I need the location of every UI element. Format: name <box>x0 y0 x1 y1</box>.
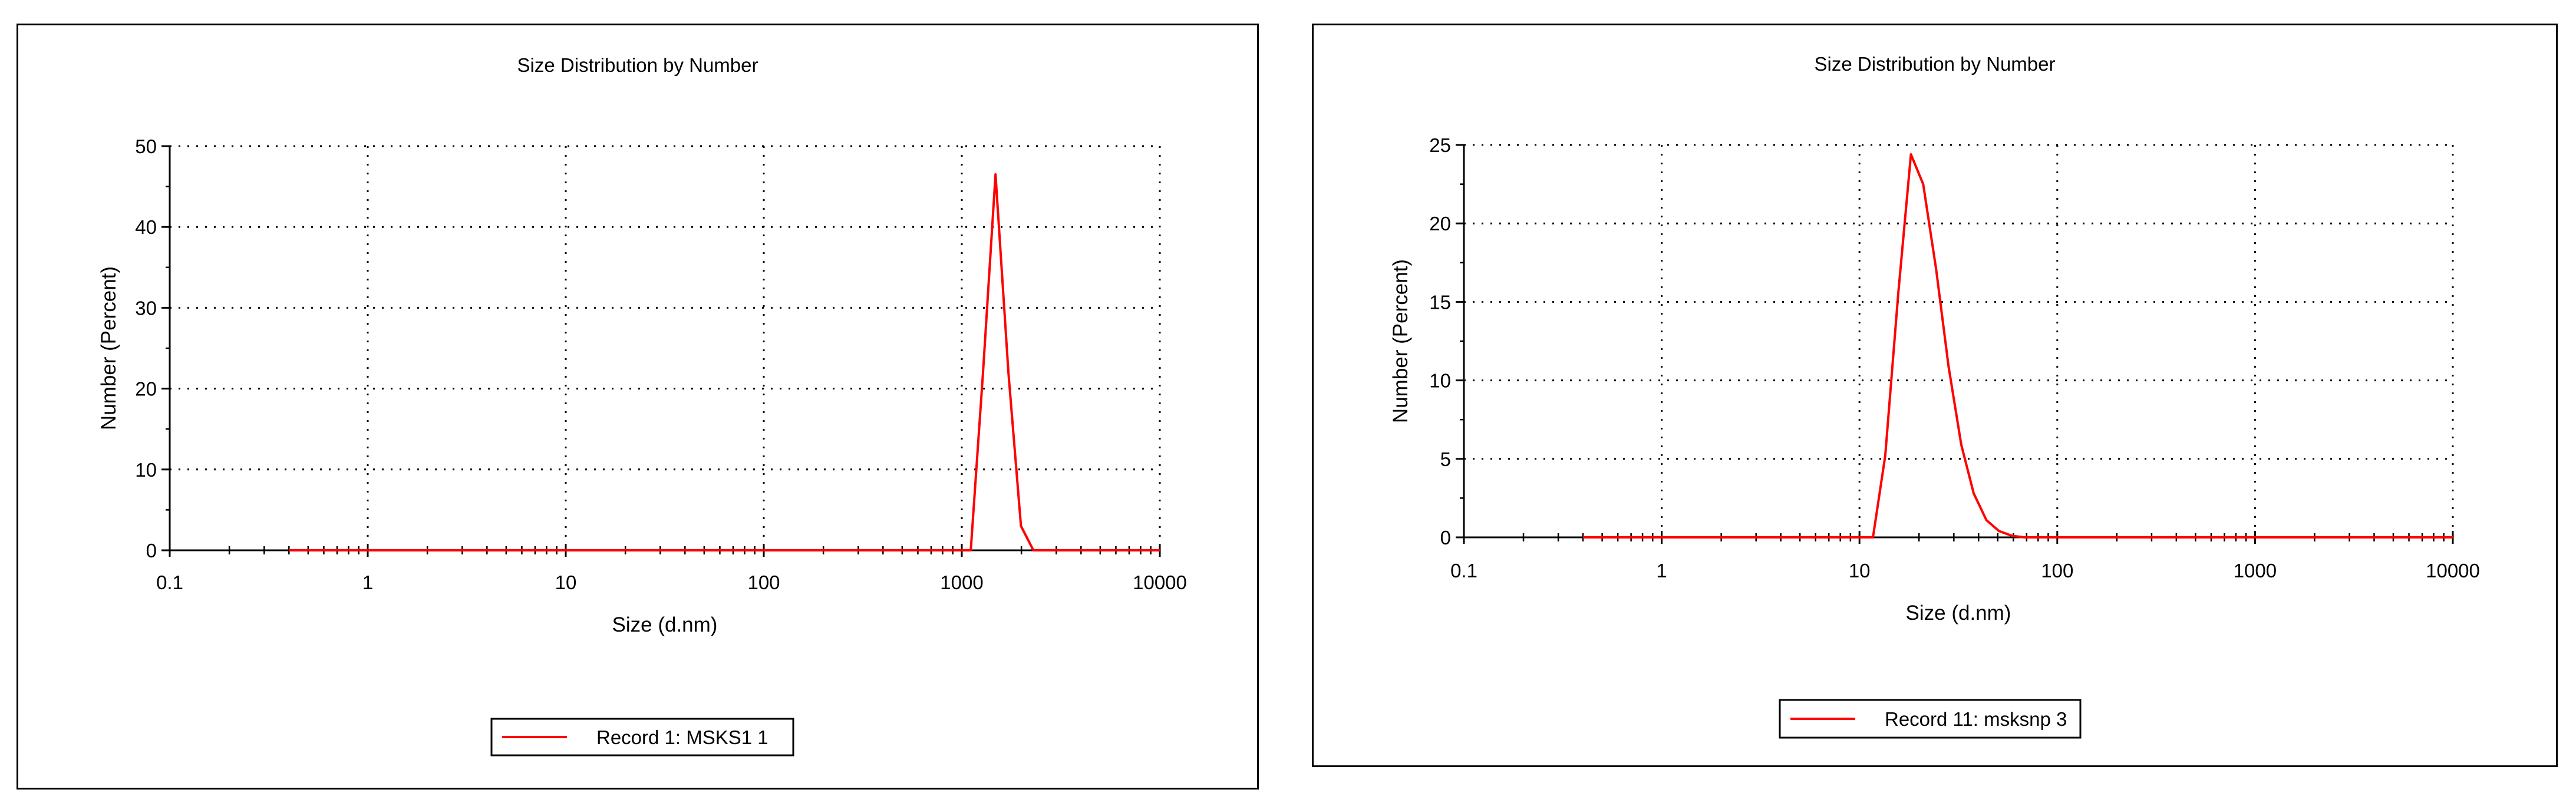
y-tick-label: 10 <box>135 459 157 481</box>
y-tick-label: 5 <box>1440 448 1451 470</box>
chart-frame <box>1312 24 2558 767</box>
series-line <box>1583 153 2453 539</box>
y-tick-label: 20 <box>135 378 157 400</box>
x-tick-label: 10 <box>1849 560 1871 582</box>
y-tick-label: 50 <box>135 136 157 157</box>
x-axis-label: Size (d.nm) <box>612 613 718 636</box>
chart-title: Size Distribution by Number <box>1815 53 2056 75</box>
y-tick-label: 30 <box>135 297 157 319</box>
y-axis-label: Number (Percent) <box>1389 259 1412 423</box>
x-tick-label: 1000 <box>2234 560 2277 582</box>
chart-frame <box>17 24 1259 790</box>
x-tick-label: 100 <box>2041 560 2073 582</box>
y-tick-label: 10 <box>1429 370 1451 392</box>
y-tick-label: 20 <box>1429 213 1451 234</box>
x-tick-label: 0.1 <box>156 572 183 593</box>
series-line <box>289 173 1160 551</box>
y-tick-label: 0 <box>1440 527 1451 549</box>
x-tick-label: 100 <box>747 572 780 593</box>
x-tick-label: 1 <box>362 572 373 593</box>
legend-label: Record 11: msksnp 3 <box>1885 708 2067 730</box>
chart-title: Size Distribution by Number <box>517 54 758 76</box>
x-tick-label: 10000 <box>2426 560 2480 582</box>
chart-panel-right: Size Distribution by Number 0.1 1 10 100 1000… <box>1312 24 2558 767</box>
y-tick-label: 15 <box>1429 291 1451 313</box>
x-tick-label: 10 <box>555 572 577 593</box>
chart-panel-left: Size Distribution by Number 0.1 1 10 100 1000… <box>17 24 1259 790</box>
x-tick-label: 1000 <box>940 572 983 593</box>
y-tick-label: 40 <box>135 216 157 238</box>
x-tick-label: 0.1 <box>1450 560 1477 582</box>
x-tick-label: 10000 <box>1133 572 1187 593</box>
x-axis-label: Size (d.nm) <box>1906 602 2011 625</box>
legend-label: Record 1: MSKS1 1 <box>596 726 768 748</box>
y-axis-label: Number (Percent) <box>97 266 120 430</box>
y-tick-label: 0 <box>146 540 157 561</box>
y-tick-label: 25 <box>1429 134 1451 156</box>
x-tick-label: 1 <box>1656 560 1667 582</box>
